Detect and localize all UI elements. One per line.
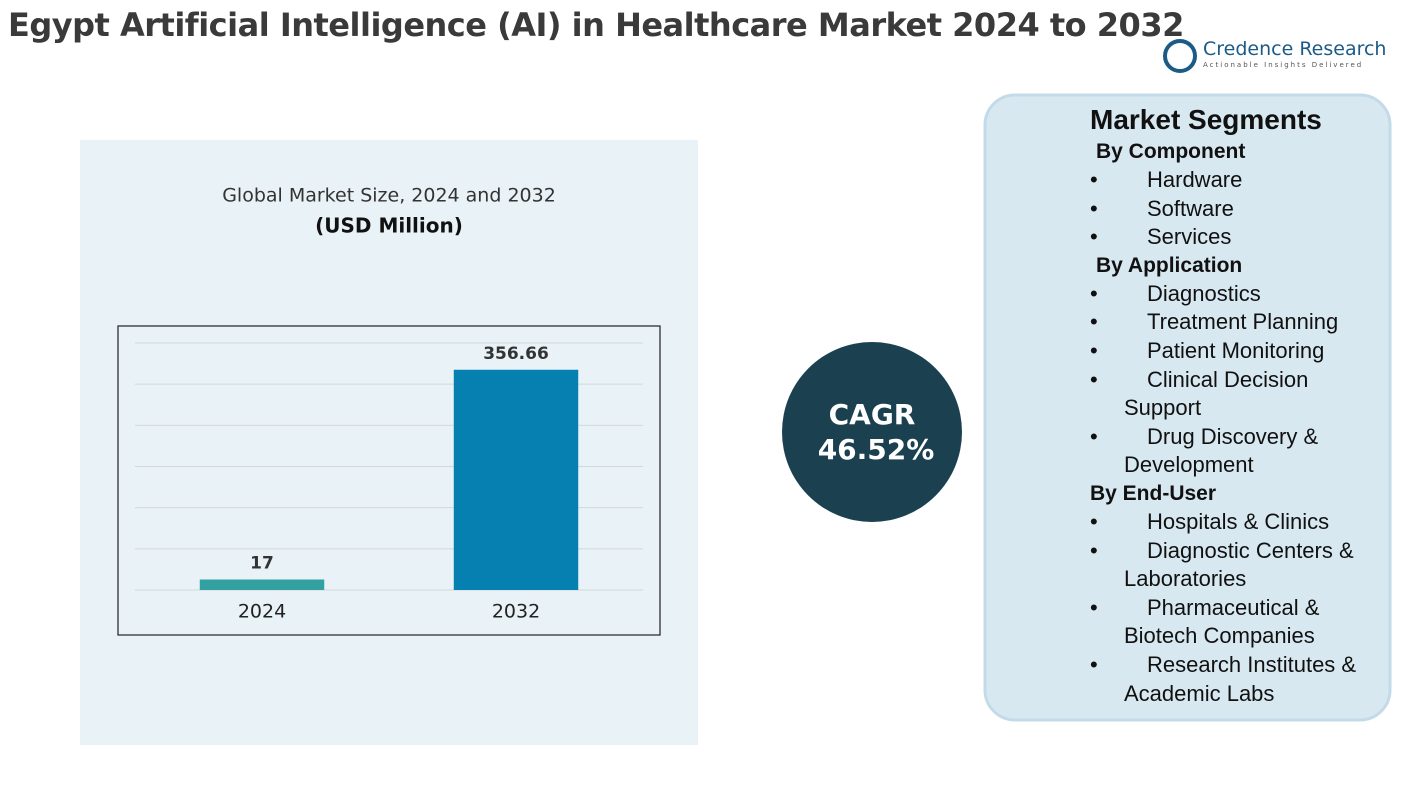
segment-item: Treatment Planning xyxy=(1090,308,1380,337)
cagr-circle xyxy=(782,342,962,522)
segment-item: Hospitals & Clinics xyxy=(1090,508,1380,537)
segment-item: Clinical Decision Support xyxy=(1090,366,1380,423)
segment-group: By Application xyxy=(1096,253,1243,277)
segments: Market Segments By Component HardwareSoft… xyxy=(1090,104,1380,708)
segment-item: Diagnostics xyxy=(1090,280,1380,309)
value-label: 17 xyxy=(250,554,274,574)
chart-panel xyxy=(80,140,698,745)
segment-group: By End-User xyxy=(1090,481,1217,505)
brand-logo xyxy=(1163,39,1197,73)
page-title: Egypt Artificial Intelligence (AI) in He… xyxy=(8,6,1184,44)
plot-frame xyxy=(117,325,661,636)
brand-name: Credence Research xyxy=(1203,38,1387,60)
brand-tagline: Actionable Insights Delivered xyxy=(1203,61,1364,69)
segment-item: Software xyxy=(1090,195,1380,224)
chart-title: Global Market Size, 2024 and 2032 xyxy=(222,185,556,207)
bar xyxy=(199,579,325,590)
segment-item: Services xyxy=(1090,223,1380,252)
x-tick-label: 2024 xyxy=(238,601,286,623)
cagr-value: 46.52% xyxy=(818,433,935,466)
value-label: 356.66 xyxy=(483,344,549,364)
segments-title: Market Segments xyxy=(1090,104,1322,135)
segment-item: Drug Discovery & Development xyxy=(1090,423,1380,480)
segment-item: Diagnostic Centers & Laboratories xyxy=(1090,537,1380,594)
segment-item: Research Institutes & Academic Labs xyxy=(1090,651,1380,708)
segment-item: Hardware xyxy=(1090,166,1380,195)
segment-group: By Component xyxy=(1096,140,1246,163)
x-tick-label: 2032 xyxy=(492,601,540,623)
segment-item: Patient Monitoring xyxy=(1090,337,1380,366)
cagr-label: CAGR xyxy=(829,398,916,431)
bar xyxy=(453,369,579,590)
chart-subtitle: (USD Million) xyxy=(315,214,463,238)
segment-item: Pharmaceutical & Biotech Companies xyxy=(1090,594,1380,651)
